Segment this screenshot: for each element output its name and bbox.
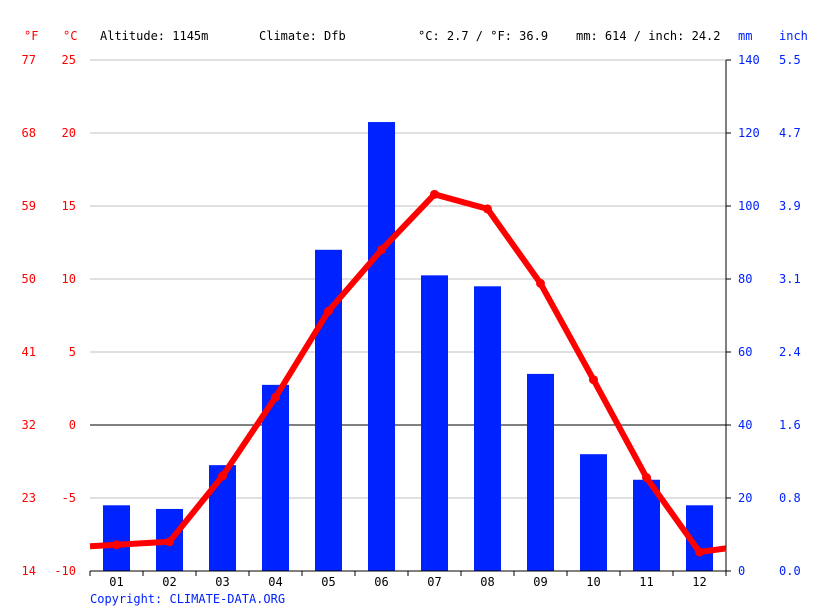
y-tick-label-inch: 3.1 [779,272,801,286]
grid-lines [90,59,726,572]
axes [89,59,731,576]
temperature-point [165,537,174,547]
y-tick-label-f: 23 [22,491,36,505]
y-tick-label-f: 50 [22,272,36,286]
y-tick-label-inch: 1.6 [779,418,801,432]
y-tick-label-f: 68 [22,126,36,140]
y-tick-label-f: 14 [22,564,36,578]
y-tick-label-inch: 2.4 [779,345,801,359]
x-tick-label: 11 [639,575,653,589]
y-tick-label-c: 10 [62,272,76,286]
x-tick-label: 04 [268,575,282,589]
x-tick-label: 05 [321,575,335,589]
temperature-point [271,392,280,402]
x-tick-label: 02 [162,575,176,589]
temperature-point [112,540,121,550]
precip-bar [209,465,236,571]
y-tick-label-c: 5 [69,345,76,359]
precip-bar [103,505,130,571]
temperature-line [89,189,727,557]
y-tick-label-mm: 20 [738,491,752,505]
temperature-point [536,278,545,288]
x-tick-label: 09 [533,575,547,589]
precip-bar [474,286,501,571]
temperature-point [589,375,598,385]
unit-mm-label: mm [738,29,752,43]
y-tick-label-inch: 0.0 [779,564,801,578]
y-tick-label-mm: 60 [738,345,752,359]
temperature-point [483,204,492,214]
y-tick-label-c: -5 [62,491,76,505]
temperature-point [695,547,704,557]
y-tick-label-mm: 120 [738,126,760,140]
x-tick-label: 06 [374,575,388,589]
precip-bar [580,454,607,571]
temperature-path [89,191,727,555]
avg-temp-label: °C: 2.7 / °F: 36.9 [418,29,548,43]
climate-label: Climate: Dfb [259,29,346,43]
y-tick-label-mm: 40 [738,418,752,432]
y-tick-label-c: -10 [54,564,76,578]
y-tick-label-mm: 100 [738,199,760,213]
y-tick-label-c: 15 [62,199,76,213]
y-tick-label-mm: 140 [738,53,760,67]
x-tick-label: 08 [480,575,494,589]
x-tick-label: 12 [692,575,706,589]
y-tick-label-f: 41 [22,345,36,359]
y-tick-label-f: 77 [22,53,36,67]
x-tick-label: 10 [586,575,600,589]
temperature-point [642,473,651,483]
unit-celsius-label: °C [63,29,77,43]
precip-bar [421,275,448,571]
y-tick-label-inch: 0.8 [779,491,801,505]
y-tick-label-f: 59 [22,199,36,213]
y-tick-label-mm: 80 [738,272,752,286]
temperature-point [218,471,227,481]
y-tick-label-inch: 5.5 [779,53,801,67]
y-tick-label-c: 25 [62,53,76,67]
y-tick-label-inch: 3.9 [779,199,801,213]
temperature-point [377,245,386,255]
x-tick-label: 07 [427,575,441,589]
y-tick-label-c: 20 [62,126,76,140]
y-tick-label-mm: 0 [738,564,745,578]
copyright-text: Copyright: CLIMATE-DATA.ORG [90,592,285,606]
unit-inch-label: inch [779,29,808,43]
y-tick-label-f: 32 [22,418,36,432]
temperature-point [324,306,333,316]
x-tick-label: 03 [215,575,229,589]
altitude-label: Altitude: 1145m [100,29,208,43]
precip-bar [527,373,554,571]
precip-bar [368,122,395,572]
y-tick-label-c: 0 [69,418,76,432]
unit-fahrenheit-label: °F [24,29,38,43]
precip-total-label: mm: 614 / inch: 24.2 [576,29,721,43]
temperature-point [430,189,439,199]
x-tick-label: 01 [109,575,123,589]
y-tick-label-inch: 4.7 [779,126,801,140]
precipitation-bars [103,122,713,572]
